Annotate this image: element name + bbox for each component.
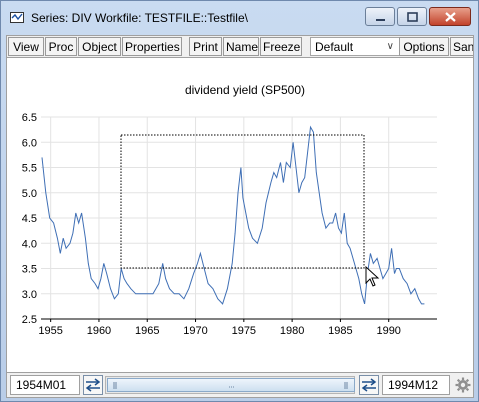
window-title: Series: DIV Workfile: TESTFILE::Testfile… — [31, 11, 248, 25]
graph-area: dividend yield (SP500) 2.5 3.0 3.5 4.0 4.5 5.… — [6, 58, 474, 372]
y-tick-label: 4.0 — [22, 238, 37, 250]
y-tick-label: 5.0 — [22, 188, 37, 200]
x-tick-label: 1970 — [183, 325, 207, 337]
zoom-selection-rect[interactable] — [120, 134, 365, 269]
minimize-icon — [376, 19, 385, 21]
chart-title: dividend yield (SP500) — [185, 83, 305, 97]
swap-arrows-end-icon[interactable] — [359, 375, 379, 395]
sample-scrollbar[interactable] — [105, 376, 355, 394]
y-tick-label: 4.5 — [22, 213, 37, 225]
mouse-pointer-icon — [365, 265, 380, 287]
y-tick-label: 5.5 — [22, 163, 37, 175]
x-tick-label: 1975 — [232, 325, 256, 337]
scroll-grip-icon — [113, 382, 348, 389]
sample-bar: 1954M01 — [6, 372, 474, 398]
series-line-div — [41, 125, 425, 305]
minimize-button[interactable] — [365, 7, 395, 26]
options-button[interactable]: Options — [399, 37, 449, 56]
y-axis: 2.5 3.0 3.5 4.0 4.5 5.0 5.5 6.0 6.5 — [22, 112, 37, 326]
x-tick-label: 1965 — [135, 325, 159, 337]
line-chart: dividend yield (SP500) 2.5 3.0 3.5 4.0 4.5 5.… — [22, 83, 437, 337]
grid-lines — [41, 116, 437, 320]
gear-icon[interactable] — [454, 376, 472, 394]
x-tick-label: 1955 — [38, 325, 62, 337]
proc-button[interactable]: Proc — [45, 37, 77, 56]
graph-style-value: Default — [315, 40, 354, 54]
sample-button[interactable]: San — [450, 37, 473, 56]
close-button[interactable] — [429, 7, 471, 26]
graph-style-select[interactable]: Default ∨ — [310, 37, 400, 56]
title-bar[interactable]: Series: DIV Workfile: TESTFILE::Testfile… — [1, 1, 478, 34]
x-tick-label: 1990 — [376, 325, 400, 337]
sample-scroll-thumb[interactable] — [107, 378, 355, 392]
sample-end-field[interactable]: 1994M12 — [382, 375, 450, 395]
y-tick-label: 3.0 — [22, 289, 37, 301]
print-button[interactable]: Print — [189, 37, 222, 56]
x-axis: 1955 1960 1965 1970 1975 1980 1985 1990 — [38, 318, 437, 337]
y-tick-label: 6.0 — [22, 137, 37, 149]
object-toolbar: View Proc Object Properties Print Name F… — [6, 35, 474, 58]
close-icon — [445, 12, 456, 22]
view-button[interactable]: View — [8, 37, 44, 56]
properties-button[interactable]: Properties — [122, 37, 182, 56]
object-button[interactable]: Object — [78, 37, 121, 56]
x-tick-label: 1980 — [280, 325, 304, 337]
series-group — [41, 125, 425, 305]
maximize-icon — [407, 12, 418, 22]
swap-arrows-icon[interactable] — [83, 375, 103, 395]
x-tick-label: 1985 — [328, 325, 352, 337]
series-window-icon — [10, 12, 24, 23]
y-tick-label: 3.5 — [22, 264, 37, 276]
y-tick-label: 6.5 — [22, 112, 37, 124]
sample-start-field[interactable]: 1954M01 — [10, 375, 80, 395]
y-tick-label: 2.5 — [22, 314, 37, 326]
chevron-down-icon: ∨ — [386, 41, 394, 52]
maximize-button[interactable] — [397, 7, 427, 26]
freeze-button[interactable]: Freeze — [260, 37, 302, 56]
x-tick-label: 1960 — [87, 325, 111, 337]
name-button[interactable]: Name — [223, 37, 259, 56]
